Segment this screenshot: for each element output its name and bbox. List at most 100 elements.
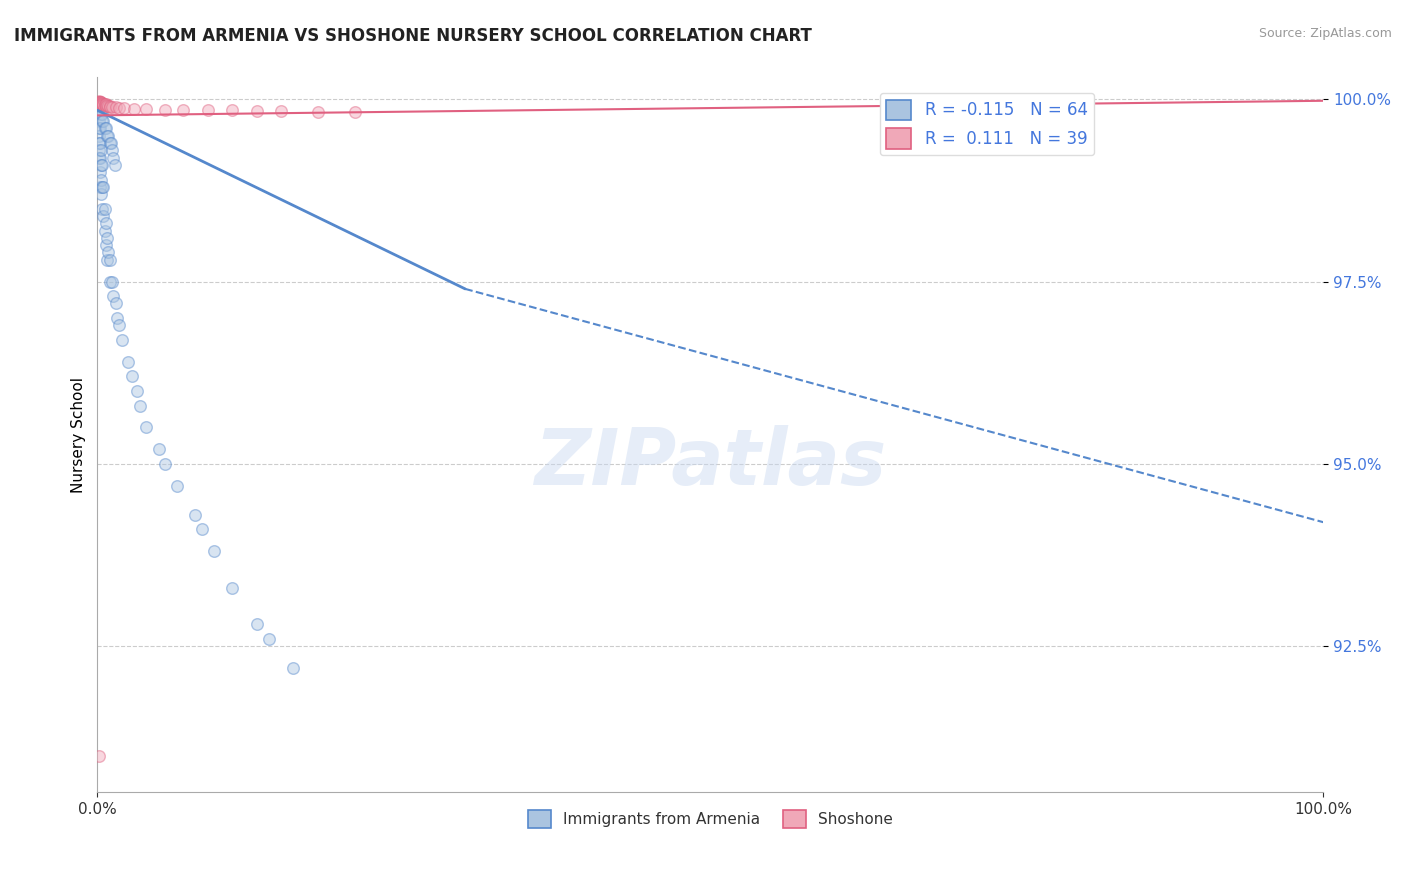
Point (153, 103, 176, 117)
Point (246, 103, 269, 118)
Point (90, 144, 112, 158)
Point (100, 136, 122, 150)
Point (184, 508, 207, 522)
Point (121, 369, 143, 384)
Point (90, 97, 112, 112)
Point (97, 245, 120, 260)
Point (87, 144, 110, 158)
Point (221, 581, 243, 595)
Point (270, 103, 292, 118)
Point (135, 102, 157, 116)
Point (89, 121, 111, 136)
Point (94, 216, 117, 230)
Point (87, 114, 110, 128)
Point (87, 136, 110, 150)
Point (148, 442, 170, 457)
Point (87, 95, 110, 110)
Point (90, 107, 112, 121)
Point (125, 384, 148, 398)
Point (96, 98, 118, 112)
Point (112, 101, 135, 115)
Point (87, 94, 110, 108)
Point (197, 103, 219, 118)
Point (94, 238, 117, 252)
Point (87, 121, 110, 136)
Point (98, 252, 121, 267)
Point (96, 128, 118, 143)
Point (94, 121, 117, 136)
Point (89, 95, 111, 110)
Point (93, 121, 115, 136)
Point (104, 296, 127, 310)
Point (93, 114, 115, 128)
Point (87, 95, 110, 110)
Point (87, 95, 110, 109)
Point (257, 632, 280, 646)
Point (89, 136, 111, 150)
Point (246, 617, 269, 632)
Point (89, 95, 111, 110)
Point (98, 99, 121, 113)
Point (87, 151, 110, 165)
Point (97, 128, 120, 143)
Point (91, 97, 114, 112)
Point (101, 275, 124, 289)
Y-axis label: Nursery School: Nursery School (72, 376, 86, 492)
Point (98, 136, 121, 150)
Text: Source: ZipAtlas.com: Source: ZipAtlas.com (1258, 27, 1392, 40)
Point (91, 179, 114, 194)
Point (96, 231, 118, 245)
Point (117, 355, 139, 369)
Point (135, 420, 157, 434)
Point (343, 105, 366, 120)
Point (89, 96, 111, 111)
Point (122, 102, 145, 116)
Point (101, 100, 124, 114)
Point (96, 252, 118, 267)
Point (98, 100, 121, 114)
Point (283, 661, 305, 675)
Point (307, 104, 329, 119)
Point (104, 100, 127, 114)
Point (93, 209, 115, 223)
Point (97, 99, 120, 113)
Text: IMMIGRANTS FROM ARMENIA VS SHOSHONE NURSERY SCHOOL CORRELATION CHART: IMMIGRANTS FROM ARMENIA VS SHOSHONE NURS… (14, 27, 811, 45)
Point (90, 95, 112, 110)
Point (91, 158, 114, 172)
Point (105, 311, 128, 326)
Point (103, 158, 125, 172)
Point (108, 101, 131, 115)
Point (91, 107, 114, 121)
Point (103, 289, 125, 303)
Point (221, 103, 243, 118)
Point (93, 98, 115, 112)
Point (93, 96, 115, 111)
Point (89, 165, 111, 179)
Point (190, 523, 212, 537)
Point (87, 128, 110, 143)
Point (90, 172, 112, 186)
Point (89, 179, 111, 194)
Point (166, 479, 188, 493)
Point (93, 98, 115, 112)
Point (94, 97, 117, 112)
Point (89, 151, 111, 165)
Point (91, 202, 114, 216)
Point (87, 748, 110, 763)
Point (91, 114, 114, 128)
Point (202, 544, 225, 558)
Point (93, 96, 115, 111)
Point (111, 333, 134, 347)
Point (89, 100, 111, 114)
Point (91, 95, 114, 110)
Legend: Immigrants from Armenia, Shoshone: Immigrants from Armenia, Shoshone (522, 804, 898, 834)
Point (101, 144, 124, 158)
Point (103, 151, 125, 165)
Point (90, 187, 112, 202)
Point (90, 158, 112, 172)
Point (87, 97, 110, 112)
Point (172, 103, 194, 117)
Point (108, 318, 131, 333)
Point (93, 202, 115, 216)
Text: ZIPatlas: ZIPatlas (534, 425, 886, 501)
